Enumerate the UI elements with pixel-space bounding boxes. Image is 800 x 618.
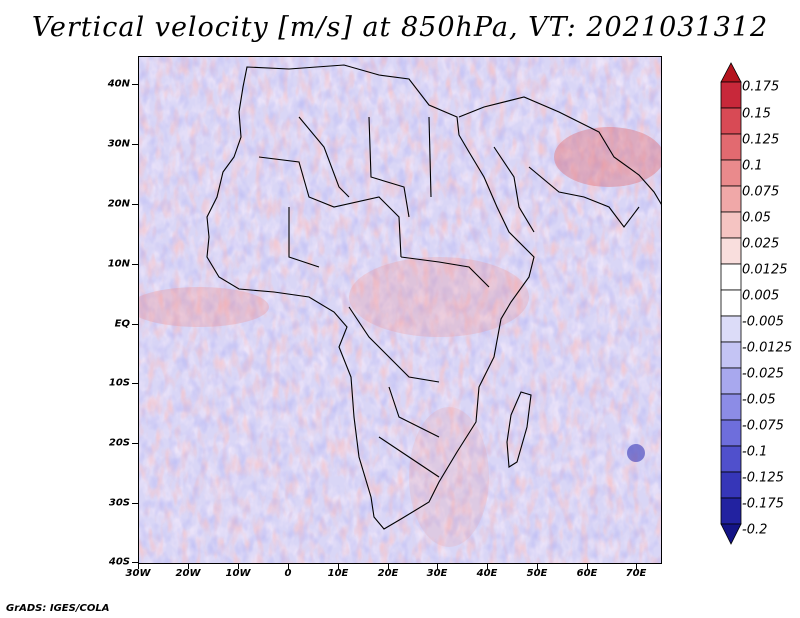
colorbar-swatch — [720, 419, 742, 447]
colorbar-label: -0.025 — [742, 366, 784, 382]
colorbar-label: 0.075 — [742, 184, 780, 200]
colorbar-swatch — [720, 471, 742, 499]
velocity-map — [138, 56, 662, 564]
colorbar-swatch — [720, 237, 742, 265]
lat-tickmark — [132, 324, 138, 325]
colorbar-label: 0.125 — [742, 132, 780, 148]
lon-tickmark — [437, 564, 438, 569]
colorbar-swatch — [720, 445, 742, 473]
colorbar-swatch — [720, 133, 742, 161]
colorbar-swatch — [720, 263, 742, 291]
lat-tick: 40N — [107, 78, 130, 90]
lon-tickmark — [138, 564, 139, 569]
lat-tick: 40S — [108, 556, 130, 568]
lon-tickmark — [487, 564, 488, 569]
colorbar-swatch — [720, 367, 742, 395]
colorbar-label: -0.175 — [742, 496, 784, 512]
colorbar-label: -0.2 — [742, 522, 768, 538]
lat-tick: 30N — [107, 138, 130, 150]
colorbar-label: 0.1 — [742, 158, 763, 174]
lon-tickmark — [338, 564, 339, 569]
lon-tick: 10W — [225, 568, 251, 579]
colorbar-label: 0.025 — [742, 236, 780, 252]
colorbar-arrow-bottom — [720, 523, 742, 545]
colorbar-label: -0.05 — [742, 392, 776, 408]
lon-tickmark — [587, 564, 588, 569]
colorbar-label: 0.0125 — [742, 262, 788, 278]
lon-tick: 50E — [526, 568, 548, 579]
lat-tickmark — [132, 264, 138, 265]
velocity-field — [139, 57, 661, 563]
coastline — [206, 64, 661, 530]
colorbar-swatch — [720, 81, 742, 109]
lat-tick: 10S — [108, 377, 130, 389]
colorbar-swatch — [720, 289, 742, 317]
colorbar-swatch — [720, 393, 742, 421]
lon-tick: 30E — [426, 568, 448, 579]
lat-tick: EQ — [114, 318, 130, 330]
colorbar-swatch — [720, 497, 742, 525]
colorbar-label: -0.1 — [742, 444, 768, 460]
lon-tick: 10E — [327, 568, 349, 579]
lon-tick: 30W — [125, 568, 151, 579]
colorbar-label: 0.15 — [742, 106, 771, 122]
lon-tickmark — [636, 564, 637, 569]
colorbar-swatch — [720, 185, 742, 213]
footer-credit: GrADS: IGES/COLA — [6, 603, 110, 614]
lat-tickmark — [132, 562, 138, 563]
lat-tick: 20S — [108, 437, 130, 449]
lat-tick: 30S — [108, 497, 130, 509]
lon-tick: 60E — [576, 568, 598, 579]
lat-tick: 10N — [107, 258, 130, 270]
colorbar-label: 0.005 — [742, 288, 780, 304]
lat-tickmark — [132, 443, 138, 444]
lon-tick: 70E — [625, 568, 647, 579]
lon-tickmark — [537, 564, 538, 569]
lat-tickmark — [132, 204, 138, 205]
colorbar-swatch — [720, 341, 742, 369]
colorbar-arrow-top — [720, 62, 742, 83]
colorbar-swatch — [720, 211, 742, 239]
lon-tickmark — [288, 564, 289, 569]
lat-tickmark — [132, 144, 138, 145]
lon-tick: 20E — [377, 568, 399, 579]
map-title: Vertical velocity [m/s] at 850hPa, VT: 2… — [31, 12, 769, 43]
colorbar-label: -0.125 — [742, 470, 784, 486]
lon-tickmark — [188, 564, 189, 569]
colorbar-label: 0.175 — [742, 79, 780, 95]
colorbar-swatch — [720, 315, 742, 343]
lon-tick: 20W — [175, 568, 201, 579]
lon-tickmark — [388, 564, 389, 569]
colorbar-label: -0.075 — [742, 418, 784, 434]
colorbar-scale — [720, 62, 742, 545]
lat-tickmark — [132, 383, 138, 384]
lon-tick: 0 — [284, 568, 292, 579]
colorbar-swatch — [720, 107, 742, 135]
lat-tick: 20N — [107, 198, 130, 210]
lat-tickmark — [132, 503, 138, 504]
lon-tick: 40E — [476, 568, 498, 579]
colorbar-label: -0.0125 — [742, 340, 793, 356]
colorbar-swatch — [720, 159, 742, 187]
lat-tickmark — [132, 84, 138, 85]
colorbar-label: 0.05 — [742, 210, 771, 226]
colorbar-label: -0.005 — [742, 314, 784, 330]
lon-tickmark — [238, 564, 239, 569]
